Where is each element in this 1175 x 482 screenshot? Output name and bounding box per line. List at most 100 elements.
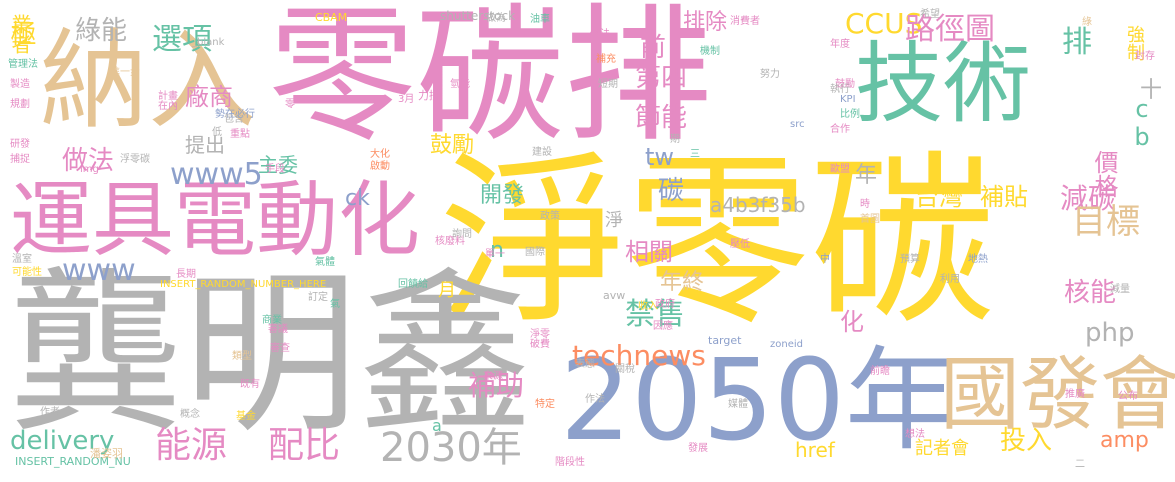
word-37: tw — [645, 143, 675, 171]
word-78: 勢在必行 — [215, 109, 255, 120]
word-70: KPI — [840, 94, 856, 105]
word-54: 年 — [855, 163, 878, 188]
word-60: shutterstock — [440, 9, 516, 23]
word-65: target — [708, 334, 742, 347]
word-83: 溫室 — [12, 254, 32, 265]
word-11: 路徑圖 — [905, 12, 995, 47]
word-62: _blank — [192, 37, 225, 48]
word-128: 合作 — [830, 124, 850, 135]
word-1: 淨零 碳 — [440, 134, 995, 350]
word-45: 提出 — [185, 133, 225, 157]
word-49: ck — [345, 186, 370, 211]
word-23: 第四 — [635, 63, 688, 93]
word-82: 可能性 — [12, 267, 42, 278]
word-13: 選項 — [152, 22, 212, 57]
word-20: www — [62, 253, 136, 288]
word-134: 預算 — [900, 254, 920, 265]
word-30: 目標 — [1072, 202, 1140, 242]
word-99: 淨零 — [530, 329, 550, 340]
word-101: 詢問 — [452, 229, 472, 240]
word-63: INSERT_RANDOM_NUMBER_HERE — [160, 279, 327, 290]
word-156: 公布 — [1118, 391, 1138, 402]
word-32: 禁售 — [625, 297, 685, 332]
word-123: 希望 — [920, 9, 940, 20]
word-131: 建設 — [532, 147, 552, 158]
word-115: 補充 — [596, 54, 616, 65]
word-124: 鼓勵 — [835, 79, 855, 90]
word-22: 廠商 — [185, 83, 233, 111]
word-33: 補助 — [468, 369, 525, 402]
word-67: avw — [603, 289, 626, 302]
word-73: 管理法 — [8, 59, 38, 70]
word-56: 月 — [438, 280, 456, 301]
word-4: 納入 — [40, 19, 257, 144]
word-148: 特定 — [535, 399, 555, 410]
word-40: 開發 — [480, 183, 525, 208]
word-112: 氫能 — [450, 79, 470, 90]
word-153: 前瞻 — [870, 366, 890, 377]
word-27: 台灣 — [915, 183, 963, 211]
word-105: 啟動 — [370, 161, 390, 172]
word-140: 利用 — [940, 274, 960, 285]
word-117: 短期 — [598, 79, 618, 90]
word-93: 訂定 — [308, 292, 328, 303]
word-29: 減碳 — [1060, 182, 1117, 215]
word-157: 二 — [1075, 459, 1085, 470]
word-98: 回饋給 — [398, 279, 428, 290]
word-85: 潘姿羽 — [90, 447, 123, 460]
word-113: 做為 — [486, 13, 506, 24]
word-111: 包含 — [224, 114, 244, 125]
word-97: 核廢料 — [435, 236, 465, 247]
word-42: 相關 — [625, 238, 673, 266]
word-28: 補貼 — [980, 183, 1028, 211]
word-152: 階段性 — [555, 457, 585, 468]
word-141: 收入 — [638, 301, 658, 312]
word-102: 國際 — [525, 247, 545, 258]
word-58: a — [432, 416, 442, 435]
word-48: 化 — [840, 308, 864, 336]
word-47: 年終 — [660, 270, 705, 295]
word-86: 概念 — [180, 409, 200, 420]
word-125: 封存 — [1135, 51, 1155, 62]
word-51: 記者會 — [915, 438, 969, 459]
word-16: 能源 — [155, 425, 228, 466]
word-87: 基金 — [236, 411, 256, 422]
word-126: 比例 — [840, 109, 860, 120]
word-139: 減量 — [1110, 284, 1130, 295]
word-114: 修法 — [590, 29, 610, 40]
word-119: 油車 — [530, 14, 550, 25]
word-143: 關稅 — [615, 364, 635, 375]
word-147: 來源 — [483, 371, 503, 382]
word-130: 期 — [670, 134, 680, 145]
word-127: 執行 — [830, 84, 850, 95]
word-57: n — [490, 238, 504, 263]
word-17: 配比 — [268, 425, 341, 466]
word-72: 力拼 — [418, 89, 440, 102]
word-34: php — [1085, 318, 1135, 348]
word-10: CCUS — [845, 7, 923, 40]
word-7: 國發會 — [940, 348, 1175, 441]
word-35: amp — [1100, 428, 1149, 453]
word-146: 破費 — [530, 339, 550, 350]
word-150: 媒體 — [728, 399, 748, 410]
word-145: 因應 — [653, 321, 673, 332]
word-2: 龔明鑫 — [8, 254, 533, 457]
word-89: 類型 — [232, 351, 252, 362]
word-80: 研發 — [10, 139, 30, 150]
word-59: 淨 — [605, 210, 623, 231]
word-15: 極 — [6, 20, 36, 46]
word-132: 歐盟 — [830, 164, 850, 175]
word-8: 2030年 — [380, 425, 522, 471]
word-129: 三 — [690, 149, 700, 160]
word-14: 綠能 — [75, 16, 128, 46]
word-154: 想法 — [905, 429, 925, 440]
word-74: 進一步 — [110, 67, 140, 78]
word-38: 價格 — [1090, 150, 1118, 198]
word-116: 機制 — [700, 46, 720, 57]
word-120: 努力 — [760, 69, 780, 80]
word-104: 大化 — [370, 149, 390, 160]
word-76: 計畫 — [158, 91, 178, 102]
word-121: 綠 — [1082, 17, 1092, 28]
word-52: 業者 — [8, 14, 32, 54]
